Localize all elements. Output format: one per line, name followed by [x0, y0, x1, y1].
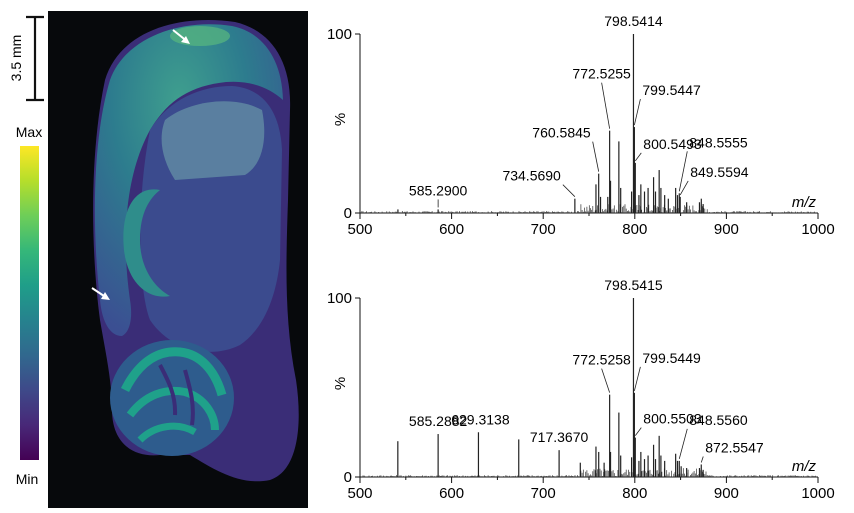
arrow-left	[91, 287, 110, 300]
x-axis-label: m/z	[792, 458, 817, 475]
peak-label: 799.5447	[642, 82, 701, 98]
x-axis-label: m/z	[792, 194, 817, 211]
peak-label-leader	[601, 82, 611, 129]
spectra-panel: 0 100% 500 600 700 800 900 1000 m/z 585.2900 734.5…	[300, 0, 854, 508]
peak-label: 585.2900	[409, 182, 468, 198]
peak-label: 760.5845	[532, 125, 591, 141]
y-axis-label: %	[332, 113, 349, 126]
y-tick-label: 0	[344, 205, 352, 222]
peak-label: 798.5415	[604, 277, 663, 293]
peak-label: 872.5547	[705, 439, 764, 455]
peak-label-leader	[678, 428, 688, 459]
peak-label: 849.5594	[690, 164, 749, 180]
tissue-image-svg: 3.5 mm Max Min	[8, 11, 308, 508]
hippocampus-region	[123, 189, 170, 297]
colorbar-min-label: Min	[16, 471, 39, 487]
colorbar: Max Min	[16, 124, 43, 487]
noise-baseline	[361, 468, 816, 477]
y-tick-label: 100	[327, 290, 352, 307]
peak-label: 629.3138	[451, 411, 510, 427]
noise-baseline	[361, 204, 815, 213]
peak-label: 734.5690	[502, 168, 561, 184]
cortex-region	[94, 24, 283, 336]
x-tick-label: 900	[714, 221, 739, 238]
peak-label: 799.5449	[642, 350, 701, 366]
peak-label-leader	[634, 152, 642, 162]
x-tick-label: 500	[347, 485, 372, 502]
peak-label-leader	[562, 184, 576, 197]
x-tick-label: 700	[531, 221, 556, 238]
cerebellum	[110, 340, 234, 456]
colorbar-gradient	[20, 146, 39, 460]
y-tick-label: 100	[327, 26, 352, 43]
peak-label: 772.5258	[572, 352, 631, 368]
y-axis-label: %	[332, 377, 349, 390]
x-tick-label: 500	[347, 221, 372, 238]
peak-label: 848.5555	[689, 134, 748, 150]
x-tick-label: 900	[714, 485, 739, 502]
peak-label: 772.5255	[572, 66, 631, 82]
brain-section	[93, 20, 299, 482]
x-tick-label: 1000	[801, 221, 834, 238]
peak-label: 798.5414	[604, 13, 663, 29]
x-tick-label: 800	[622, 485, 647, 502]
y-tick-label: 0	[344, 469, 352, 486]
peak-label-leader	[601, 368, 611, 393]
scale-bar-label: 3.5 mm	[8, 35, 24, 82]
peak-label: 585.2882	[409, 413, 468, 429]
peak-label: 717.3670	[530, 429, 589, 445]
tissue-image-panel: 3.5 mm Max Min	[0, 0, 320, 508]
x-tick-label: 600	[439, 485, 464, 502]
peak-label-leader	[592, 141, 600, 172]
x-tick-label: 1000	[801, 485, 834, 502]
x-tick-label: 800	[622, 221, 647, 238]
peak-label-leader	[678, 151, 688, 192]
peak-label-leader	[679, 180, 689, 196]
peak-label-leader	[634, 427, 642, 436]
arrow-top	[172, 29, 190, 44]
x-tick-label: 600	[439, 221, 464, 238]
peak-label: 800.5493	[643, 136, 702, 152]
peak-label: 848.5560	[689, 412, 748, 428]
peak-label: 800.5503	[643, 411, 702, 427]
scale-bar: 3.5 mm	[8, 15, 44, 102]
striatum-region	[161, 101, 265, 180]
peak-label-leader	[633, 366, 641, 391]
peak-label-leader	[700, 456, 704, 463]
colorbar-max-label: Max	[16, 124, 42, 140]
x-tick-label: 700	[531, 485, 556, 502]
peak-label-leader	[633, 98, 641, 126]
